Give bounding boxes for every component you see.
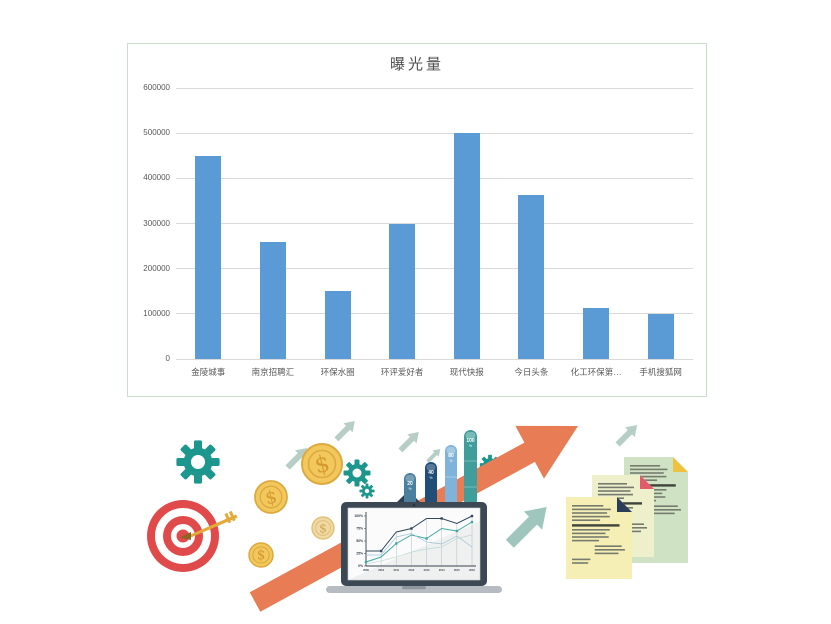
marketing-illustration: $ $ $ $ [147,421,688,612]
gear-icon [343,459,371,487]
y-axis-label: 600000 [143,83,170,92]
documents-illustration [566,457,688,579]
svg-text:2013: 2013 [424,568,430,572]
dollar-coin-icon: $ [301,443,343,485]
svg-text:%: % [408,487,412,491]
growth-arrow-icon [334,421,355,442]
svg-text:2014: 2014 [439,568,445,572]
laptop-illustration: 100% 75% 50% 25% 0%2009 2010 2011 2012 2013 2014 2… [326,502,502,593]
svg-text:80: 80 [448,453,454,459]
gear-icon [359,483,375,499]
bar [389,223,416,359]
svg-text:50%: 50% [356,539,363,543]
x-axis-label: 环保水圈 [320,367,355,377]
x-axis-label: 金陵城事 [191,367,226,377]
svg-text:2012: 2012 [409,568,415,572]
growth-arrow-icon [398,432,419,453]
svg-text:%: % [449,459,453,463]
svg-text:20: 20 [407,481,413,487]
svg-text:2009: 2009 [363,568,369,572]
gridline [176,268,693,270]
dollar-coin-icon: $ [254,480,288,514]
gridline [176,87,693,89]
growth-arrow-icon [615,425,638,447]
svg-text:2015: 2015 [454,568,460,572]
bar-chart-plot: 0 100000 200000 300000 400000 500000 600000 金陵城… [143,83,693,377]
bar [647,313,674,359]
y-axis-label: 300000 [143,218,170,228]
x-axis-label: 现代快报 [449,367,484,377]
growth-arrow-icon [426,449,441,464]
bar [324,291,351,359]
svg-text:$: $ [263,486,279,509]
y-axis-label: 500000 [143,128,170,138]
svg-text:%: % [429,476,433,480]
x-axis-label: 南京招聘汇 [251,367,295,377]
gear-icon [176,440,220,484]
bar [259,241,286,359]
svg-text:100: 100 [466,438,475,444]
doc-front-lines [572,505,625,564]
svg-text:40: 40 [428,470,434,476]
document-front [566,497,632,579]
gridline [176,223,693,224]
svg-text:$: $ [312,451,332,480]
gridline [176,358,693,360]
dollar-coin-icon: $ [248,542,274,568]
target-dart-icon [147,500,238,572]
growth-arrow-icon [505,507,547,548]
laptop-chart: 100% 75% 50% 25% 0%2009 2010 2011 2012 2013 2014 2… [354,512,476,572]
x-axis-label: 化工环保第… [570,367,622,377]
svg-text:75%: 75% [356,527,363,531]
progress-pill-80: 80 % [445,445,457,507]
bar [453,133,480,359]
gridline [176,177,693,179]
svg-text:$: $ [257,548,266,564]
svg-text:100%: 100% [354,514,363,518]
webcam-icon [412,504,416,507]
bar [583,308,610,359]
chart-title: 曝光量 [389,55,444,73]
progress-pill-20: 20 % [404,473,416,507]
y-axis-label: 100000 [143,308,170,318]
svg-text:25%: 25% [356,552,363,556]
svg-text:2011: 2011 [393,568,399,572]
progress-pill-100: 100 % [464,430,477,507]
svg-text:2016: 2016 [469,568,475,572]
y-axis-label: 400000 [143,173,170,183]
progress-pill-40: 40 % [425,462,437,507]
svg-text:0%: 0% [358,564,363,568]
svg-text:%: % [469,444,473,448]
svg-text:2010: 2010 [378,568,384,572]
dollar-coin-icon: $ [311,516,335,540]
exposure-chart-card: 曝光量 0 100000 200000 300000 400000 500000 60000… [127,43,707,397]
x-axis-label: 今日头条 [514,367,549,377]
gridline [176,313,693,315]
x-axis-label: 环评爱好者 [380,367,424,377]
svg-text:$: $ [319,520,327,535]
x-axis-label: 手机搜狐网 [639,367,682,377]
bar [518,195,545,359]
bar [195,155,222,359]
y-axis-label: 200000 [143,263,170,273]
y-axis-label: 0 [165,354,170,363]
gridline [176,132,693,134]
